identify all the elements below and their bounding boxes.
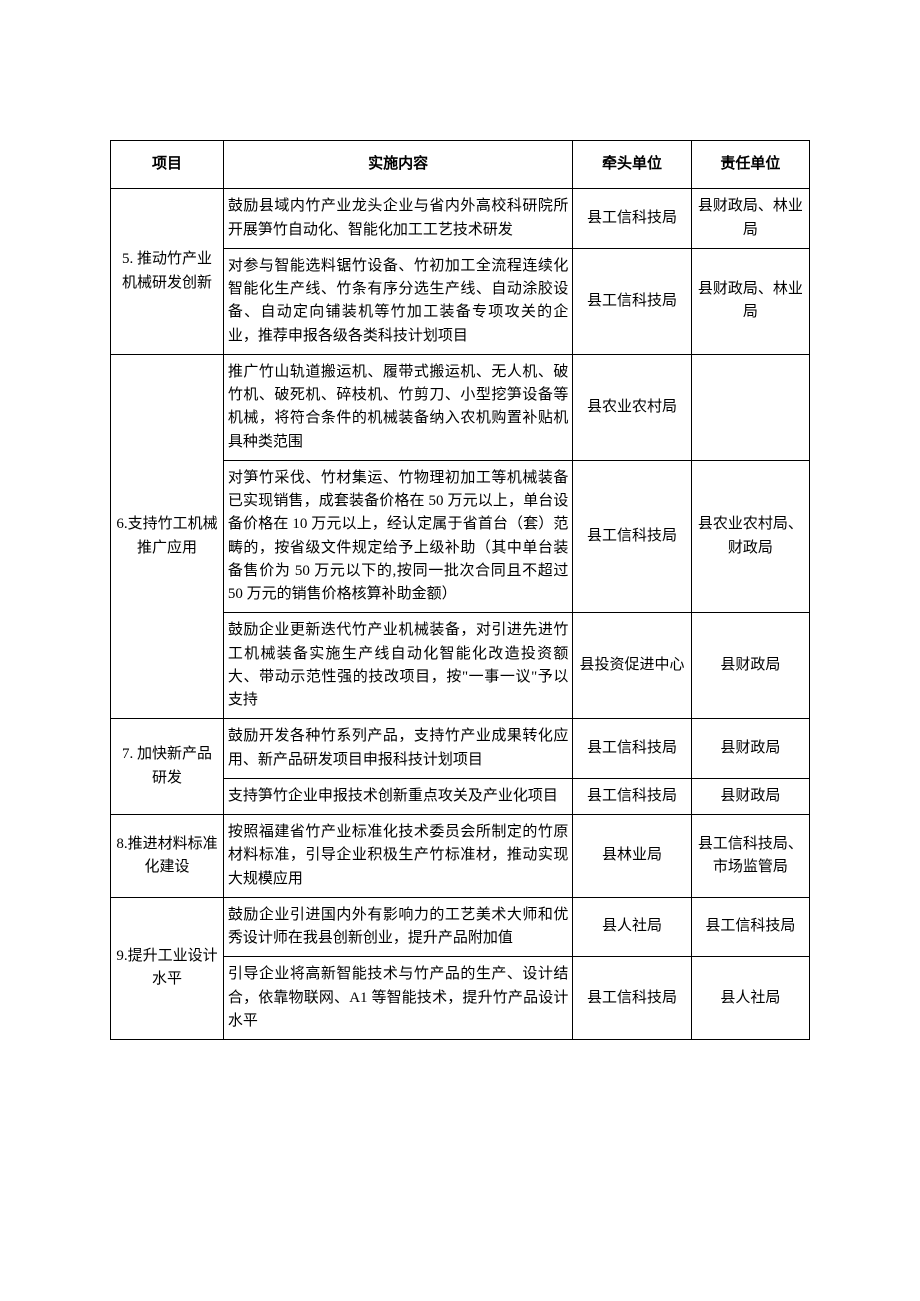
table-row: 5. 推动竹产业机械研发创新鼓励县域内竹产业龙头企业与省内外高校科研院所开展笋竹… <box>111 189 810 249</box>
lead-cell: 县人社局 <box>573 897 691 957</box>
content-cell: 支持笋竹企业申报技术创新重点攻关及产业化项目 <box>223 778 573 814</box>
resp-cell: 县工信科技局 <box>691 897 809 957</box>
lead-cell: 县工信科技局 <box>573 957 691 1040</box>
content-cell: 引导企业将高新智能技术与竹产品的生产、设计结合，依靠物联网、A1 等智能技术，提… <box>223 957 573 1040</box>
content-cell: 鼓励企业更新迭代竹产业机械装备，对引进先进竹工机械装备实施生产线自动化智能化改造… <box>223 613 573 719</box>
content-cell: 对参与智能选料锯竹设备、竹初加工全流程连续化智能化生产线、竹条有序分选生产线、自… <box>223 248 573 354</box>
table-row: 7. 加快新产品研发鼓励开发各种竹系列产品，支持竹产业成果转化应用、新产品研发项… <box>111 719 810 779</box>
project-cell: 8.推进材料标准化建设 <box>111 815 224 898</box>
lead-cell: 县工信科技局 <box>573 189 691 249</box>
lead-cell: 县工信科技局 <box>573 460 691 613</box>
resp-cell: 县财政局、林业局 <box>691 248 809 354</box>
content-cell: 鼓励县域内竹产业龙头企业与省内外高校科研院所开展笋竹自动化、智能化加工工艺技术研… <box>223 189 573 249</box>
resp-cell: 县人社局 <box>691 957 809 1040</box>
content-cell: 按照福建省竹产业标准化技术委员会所制定的竹原材料标准，引导企业积极生产竹标准材，… <box>223 815 573 898</box>
header-lead: 牵头单位 <box>573 141 691 189</box>
lead-cell: 县农业农村局 <box>573 354 691 460</box>
lead-cell: 县林业局 <box>573 815 691 898</box>
table-row: 8.推进材料标准化建设按照福建省竹产业标准化技术委员会所制定的竹原材料标准，引导… <box>111 815 810 898</box>
resp-cell: 县农业农村局、财政局 <box>691 460 809 613</box>
resp-cell: 县财政局 <box>691 778 809 814</box>
project-cell: 9.提升工业设计水平 <box>111 897 224 1039</box>
table-body: 5. 推动竹产业机械研发创新鼓励县域内竹产业龙头企业与省内外高校科研院所开展笋竹… <box>111 189 810 1040</box>
lead-cell: 县工信科技局 <box>573 719 691 779</box>
project-cell: 6.支持竹工机械推广应用 <box>111 354 224 719</box>
header-content: 实施内容 <box>223 141 573 189</box>
policy-table: 项目 实施内容 牵头单位 责任单位 5. 推动竹产业机械研发创新鼓励县域内竹产业… <box>110 140 810 1040</box>
table-row: 6.支持竹工机械推广应用推广竹山轨道搬运机、履带式搬运机、无人机、破竹机、破死机… <box>111 354 810 460</box>
resp-cell <box>691 354 809 460</box>
resp-cell: 县财政局 <box>691 613 809 719</box>
lead-cell: 县工信科技局 <box>573 248 691 354</box>
project-cell: 7. 加快新产品研发 <box>111 719 224 815</box>
table-header-row: 项目 实施内容 牵头单位 责任单位 <box>111 141 810 189</box>
table-row: 9.提升工业设计水平鼓励企业引进国内外有影响力的工艺美术大师和优秀设计师在我县创… <box>111 897 810 957</box>
content-cell: 鼓励开发各种竹系列产品，支持竹产业成果转化应用、新产品研发项目申报科技计划项目 <box>223 719 573 779</box>
resp-cell: 县财政局、林业局 <box>691 189 809 249</box>
lead-cell: 县工信科技局 <box>573 778 691 814</box>
project-cell: 5. 推动竹产业机械研发创新 <box>111 189 224 355</box>
lead-cell: 县投资促进中心 <box>573 613 691 719</box>
resp-cell: 县工信科技局、市场监管局 <box>691 815 809 898</box>
content-cell: 推广竹山轨道搬运机、履带式搬运机、无人机、破竹机、破死机、碎枝机、竹剪刀、小型挖… <box>223 354 573 460</box>
resp-cell: 县财政局 <box>691 719 809 779</box>
content-cell: 对笋竹采伐、竹材集运、竹物理初加工等机械装备已实现销售，成套装备价格在 50 万… <box>223 460 573 613</box>
content-cell: 鼓励企业引进国内外有影响力的工艺美术大师和优秀设计师在我县创新创业，提升产品附加… <box>223 897 573 957</box>
header-resp: 责任单位 <box>691 141 809 189</box>
header-project: 项目 <box>111 141 224 189</box>
